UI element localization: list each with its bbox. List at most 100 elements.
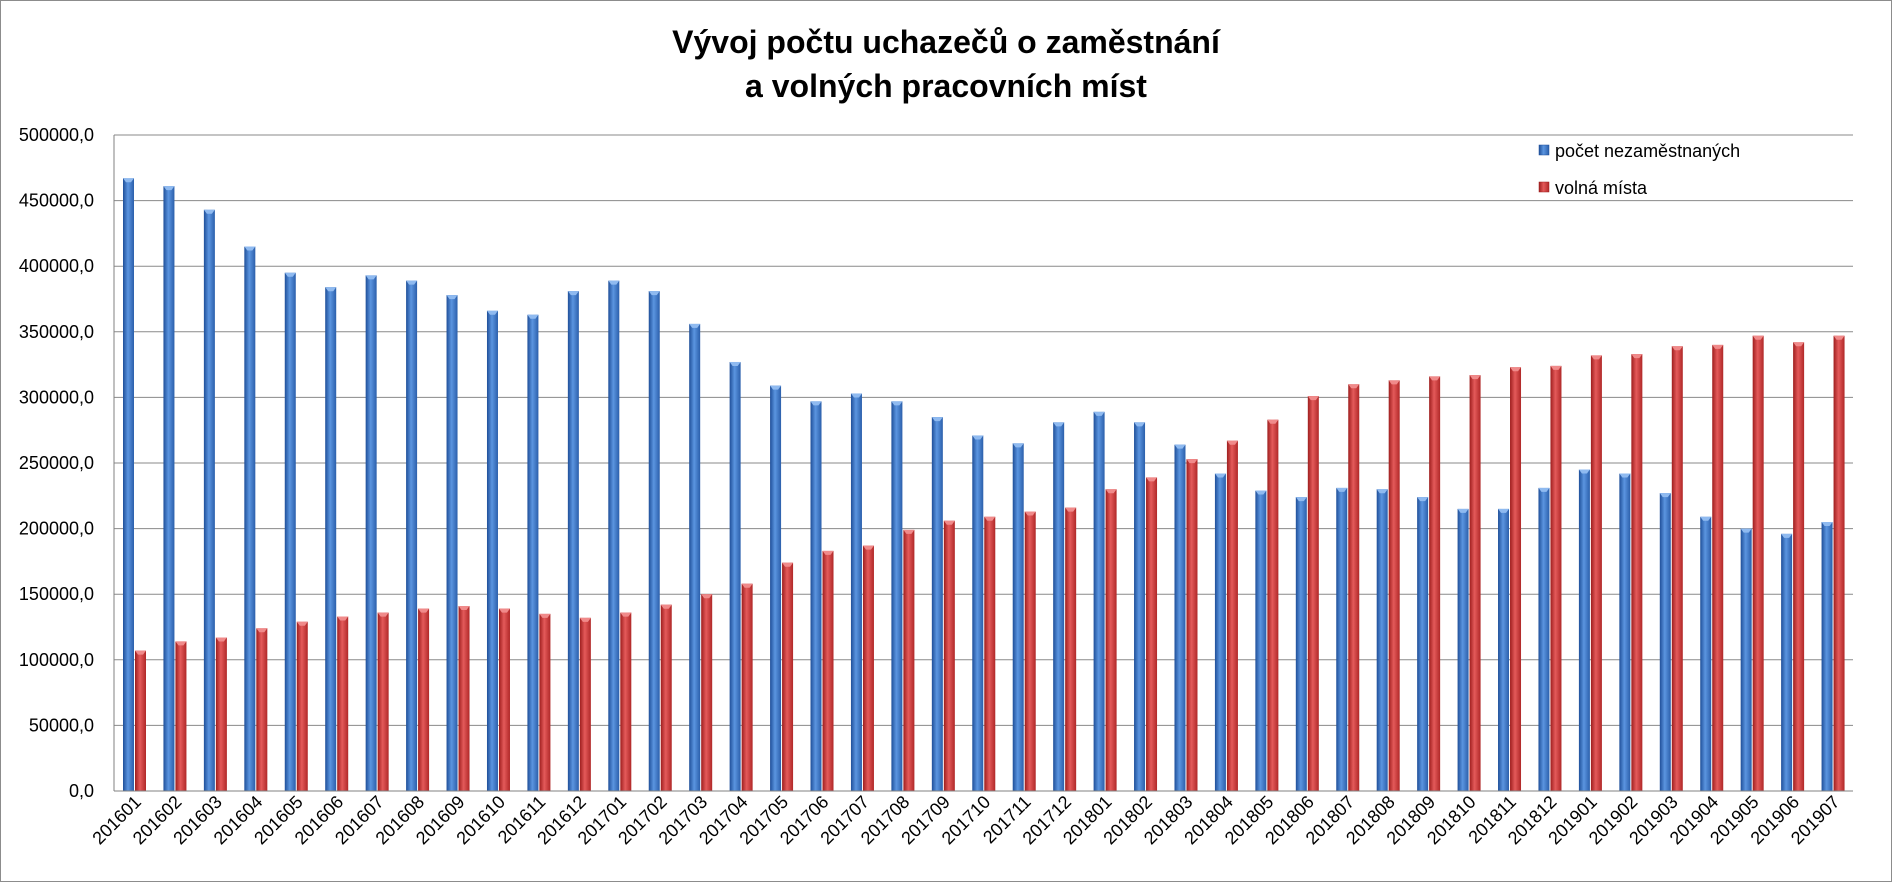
bar-vacancies bbox=[862, 545, 874, 791]
bar-unemployed bbox=[1053, 422, 1065, 791]
bar-unemployed bbox=[1619, 473, 1631, 791]
bar-unemployed bbox=[1012, 443, 1024, 791]
y-tick-label: 150000,0 bbox=[19, 584, 94, 604]
bar-unemployed bbox=[244, 246, 256, 791]
bar-vacancies-cap bbox=[903, 529, 915, 534]
legend-label-unemployed: počet nezaměstnaných bbox=[1555, 141, 1740, 161]
bar-unemployed-cap bbox=[689, 323, 701, 328]
x-axis-tick-labels: 2016012016022016032016042016052016062016… bbox=[88, 792, 1843, 849]
bar-unemployed-cap bbox=[486, 310, 498, 315]
bar-unemployed-cap bbox=[1255, 490, 1267, 495]
bar-unemployed bbox=[689, 323, 701, 791]
bar-vacancies-cap bbox=[296, 621, 308, 626]
bar-vacancies bbox=[741, 583, 753, 791]
y-tick-label: 500000,0 bbox=[19, 125, 94, 145]
bar-vacancies bbox=[1752, 335, 1764, 791]
bar-unemployed-cap bbox=[1659, 493, 1671, 498]
bar-unemployed-cap bbox=[608, 280, 620, 285]
bar-unemployed bbox=[972, 435, 984, 791]
bar-vacancies bbox=[175, 641, 187, 791]
bar-vacancies bbox=[1267, 419, 1279, 791]
y-tick-label: 300000,0 bbox=[19, 387, 94, 407]
bar-vacancies bbox=[1833, 335, 1845, 791]
bar-unemployed bbox=[770, 385, 782, 791]
bar-unemployed-cap bbox=[1578, 469, 1590, 474]
bar-vacancies bbox=[377, 612, 389, 791]
bar-vacancies-cap bbox=[741, 583, 753, 588]
bar-vacancies bbox=[1510, 367, 1522, 791]
y-axis-tick-labels: 0,0 50000,0 100000,0 150000,0 200000,0 250000… bbox=[19, 125, 94, 801]
bar-unemployed bbox=[365, 275, 377, 791]
bar-unemployed-cap bbox=[1781, 533, 1793, 538]
bar-vacancies-cap bbox=[660, 604, 672, 609]
bar-unemployed-cap bbox=[810, 401, 822, 406]
bar-unemployed bbox=[931, 417, 943, 791]
bar-unemployed-cap bbox=[325, 287, 337, 292]
bar-unemployed-cap bbox=[1214, 473, 1226, 478]
legend: počet nezaměstnaných volná místa bbox=[1538, 141, 1740, 198]
bar-vacancies-cap bbox=[458, 606, 470, 611]
legend-swatch-vacancies bbox=[1538, 181, 1550, 193]
bar-vacancies-cap bbox=[862, 545, 874, 550]
bar-vacancies-cap bbox=[1105, 489, 1117, 494]
bar-unemployed-cap bbox=[1174, 444, 1186, 449]
bar-vacancies bbox=[418, 608, 430, 791]
legend-swatch-unemployed bbox=[1538, 144, 1550, 156]
bar-unemployed-cap bbox=[850, 393, 862, 398]
bar-vacancies-cap bbox=[1186, 459, 1198, 464]
bar-vacancies bbox=[1024, 511, 1036, 791]
bar-unemployed bbox=[1457, 508, 1469, 791]
bar-vacancies bbox=[458, 606, 470, 791]
bar-unemployed-cap bbox=[567, 291, 579, 296]
bar-vacancies-cap bbox=[377, 612, 389, 617]
bar-vacancies bbox=[1671, 346, 1683, 791]
bar-unemployed bbox=[1821, 522, 1833, 791]
bar-vacancies bbox=[903, 529, 915, 791]
bar-vacancies-cap bbox=[782, 562, 794, 567]
bar-vacancies bbox=[296, 621, 308, 791]
bar-unemployed-cap bbox=[446, 295, 458, 300]
bar-vacancies-cap bbox=[135, 650, 146, 655]
bar-unemployed-cap bbox=[1336, 487, 1348, 492]
bar-vacancies bbox=[984, 516, 996, 791]
bar-unemployed-cap bbox=[1134, 422, 1146, 427]
bar-vacancies-cap bbox=[418, 608, 430, 613]
bar-unemployed-cap bbox=[123, 178, 134, 183]
bar-unemployed bbox=[1538, 487, 1550, 791]
bar-vacancies bbox=[1146, 477, 1158, 791]
bar-vacancies-cap bbox=[1429, 376, 1441, 381]
bar-unemployed bbox=[1134, 422, 1146, 791]
bar-unemployed bbox=[284, 272, 296, 791]
bar-unemployed-cap bbox=[648, 291, 660, 296]
bar-unemployed bbox=[729, 361, 741, 791]
bar-vacancies-cap bbox=[498, 608, 510, 613]
bar-unemployed-cap bbox=[729, 361, 741, 366]
bar-unemployed bbox=[810, 401, 822, 791]
bar-vacancies-cap bbox=[1024, 511, 1036, 516]
bar-vacancies-cap bbox=[1065, 507, 1077, 512]
bar-unemployed-cap bbox=[1619, 473, 1631, 478]
bar-unemployed bbox=[1700, 516, 1712, 791]
bar-unemployed bbox=[1498, 508, 1510, 791]
bar-unemployed-cap bbox=[527, 314, 539, 319]
bar-unemployed bbox=[567, 291, 579, 791]
bar-vacancies bbox=[539, 613, 551, 791]
bar-unemployed bbox=[1417, 497, 1429, 791]
bar-unemployed bbox=[1295, 497, 1307, 791]
bar-vacancies-cap bbox=[822, 550, 834, 555]
bar-vacancies bbox=[822, 550, 834, 791]
bar-vacancies bbox=[1469, 375, 1481, 791]
bar-unemployed-cap bbox=[891, 401, 903, 406]
bar-unemployed bbox=[1093, 411, 1105, 791]
bar-vacancies-cap bbox=[1307, 396, 1319, 401]
y-tick-label: 100000,0 bbox=[19, 650, 94, 670]
y-tick-label: 400000,0 bbox=[19, 256, 94, 276]
bar-unemployed bbox=[446, 295, 458, 791]
bar-vacancies-cap bbox=[539, 613, 551, 618]
bar-vacancies-cap bbox=[701, 594, 713, 599]
bar-unemployed bbox=[1376, 489, 1388, 791]
bar-vacancies-cap bbox=[579, 617, 591, 622]
bar-unemployed bbox=[325, 287, 337, 791]
bar-unemployed bbox=[123, 178, 134, 791]
